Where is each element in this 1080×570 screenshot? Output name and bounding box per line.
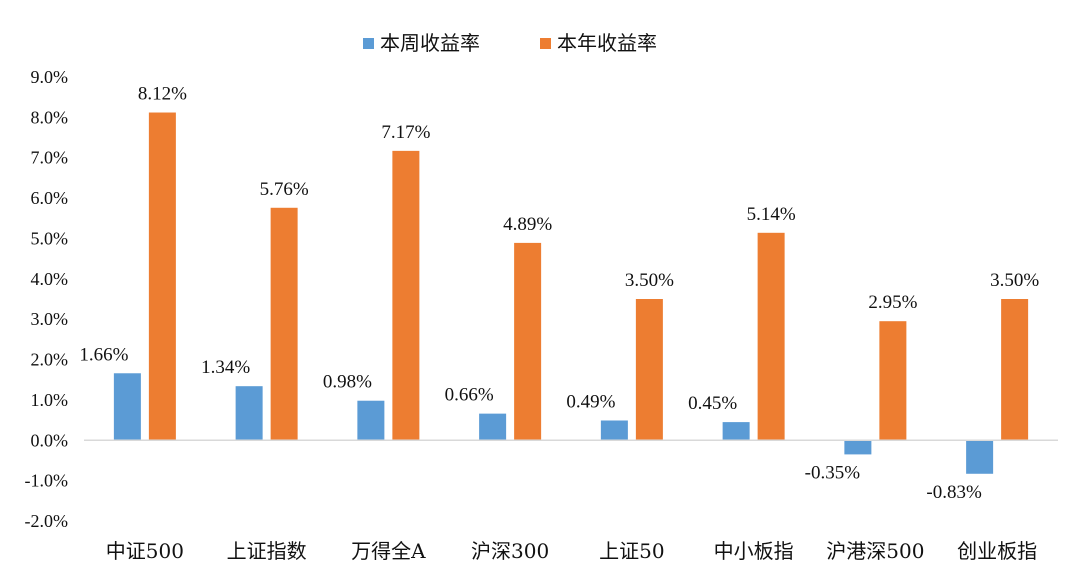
x-axis: 中证500 上证指数 万得全A 沪深300 上证50 中小板指 沪港深500 创业板指 [106,539,1037,563]
bar-ytd [757,232,785,441]
y-tick-label: 5.0% [31,228,69,248]
data-label: 8.12% [138,84,187,105]
data-label: 5.76% [260,179,309,200]
y-tick-label: 6.0% [31,188,69,208]
bar-ytd [392,150,420,441]
legend-swatch-1 [540,38,551,49]
y-tick-label: 8.0% [31,107,69,127]
data-labels: 1.66% 8.12% 1.34% 5.76% 0.98% 7.17% 0.66% 4.89%… [79,84,1039,503]
bar-ytd [1001,299,1029,441]
bar-weekly [479,413,507,441]
data-label: 4.89% [503,214,552,235]
x-category-label: 中小板指 [714,539,794,563]
bar-ytd [270,207,298,441]
data-label: 1.34% [201,357,250,378]
legend-label-1: 本年收益率 [557,31,657,55]
data-label: 5.14% [747,204,796,225]
bar-ytd [879,321,907,441]
y-tick-label: 3.0% [31,309,69,329]
data-label: 0.66% [445,385,494,406]
y-tick-label: 7.0% [31,148,69,168]
y-tick-label: 4.0% [31,269,69,289]
data-label: 0.45% [688,393,737,414]
bar-weekly [600,420,628,441]
bar-weekly [113,373,141,441]
y-tick-label: -1.0% [25,471,69,491]
y-axis: 9.0% 8.0% 7.0% 6.0% 5.0% 4.0% 3.0% 2.0% 1.0% 0.0%… [25,67,69,531]
x-category-label: 创业板指 [957,539,1037,563]
x-category-label: 沪港深500 [826,539,924,563]
legend-swatch-0 [363,38,374,49]
legend-label-0: 本周收益率 [380,31,480,55]
x-category-label: 万得全A [351,539,426,563]
data-label: 0.98% [323,372,372,393]
bar-ytd [514,242,542,441]
x-category-label: 沪深300 [471,539,549,563]
y-tick-label: 2.0% [31,350,69,370]
data-label: 3.50% [625,270,674,291]
data-label: 1.66% [79,344,128,365]
y-tick-label: 9.0% [31,67,69,87]
bar-weekly [235,386,263,441]
data-label: -0.83% [926,482,982,503]
bar-weekly [966,440,994,474]
bar-weekly [722,422,750,441]
legend: 本周收益率 本年收益率 [363,31,657,55]
y-tick-label: -2.0% [25,511,69,531]
x-category-label: 中证500 [106,539,184,563]
x-category-label: 上证50 [599,539,664,563]
bar-ytd [635,299,663,441]
y-tick-label: 1.0% [31,390,69,410]
x-category-label: 上证指数 [227,539,307,563]
data-label: 7.17% [381,122,430,143]
bar-weekly [844,440,872,455]
y-tick-label: 0.0% [31,430,69,450]
bar-weekly [357,400,385,441]
bars [113,112,1029,474]
bar-ytd [148,112,176,441]
data-label: 3.50% [990,270,1039,291]
data-label: 2.95% [868,292,917,313]
data-label: 0.49% [566,391,615,412]
data-label: -0.35% [805,462,861,483]
